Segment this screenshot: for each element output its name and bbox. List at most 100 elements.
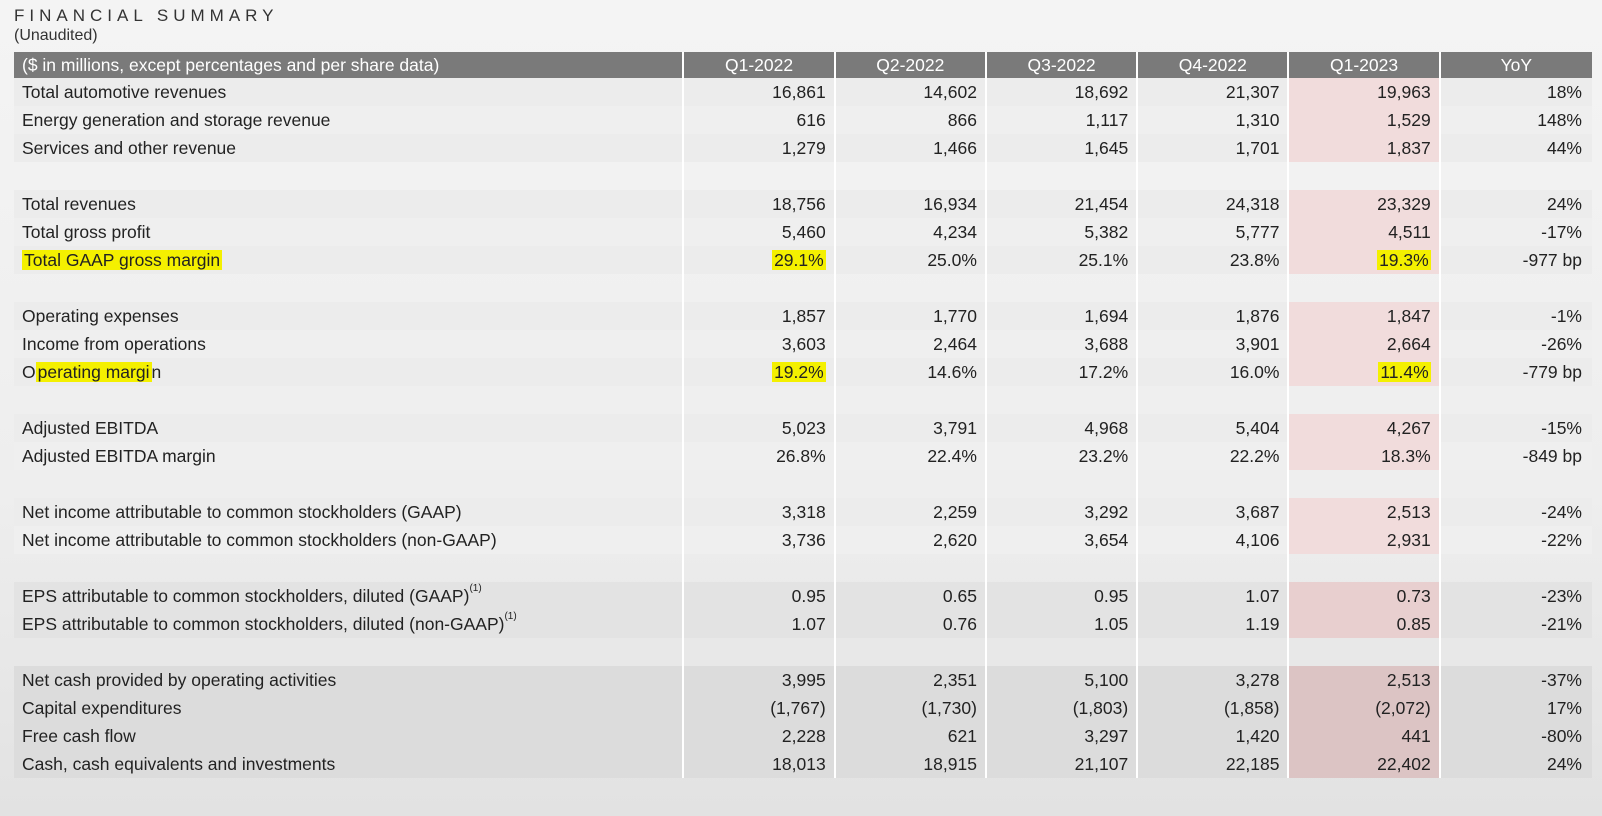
table-row: EPS attributable to common stockholders,… — [14, 610, 1592, 638]
cell: 3,297 — [986, 722, 1139, 750]
cell: 5,382 — [986, 218, 1139, 246]
cell: 1,310 — [1138, 106, 1290, 134]
spacer-row — [14, 470, 1592, 498]
cell-yoy: -21% — [1440, 610, 1592, 638]
table-row: Total automotive revenues 16,861 14,602 … — [14, 78, 1592, 106]
cell-yoy: 24% — [1440, 190, 1592, 218]
table-row: Total revenues 18,756 16,934 21,454 24,3… — [14, 190, 1592, 218]
cell: 0.65 — [835, 582, 987, 610]
highlighted-value: 19.2% — [772, 361, 826, 382]
table-row: Income from operations 3,603 2,464 3,688… — [14, 330, 1592, 358]
footnote-marker: (1) — [504, 610, 517, 622]
cell: 18,756 — [684, 190, 836, 218]
table-row: Energy generation and storage revenue 61… — [14, 106, 1592, 134]
cell: 3,318 — [684, 498, 836, 526]
cell: 4,267 — [1289, 414, 1441, 442]
cell-yoy: 24% — [1440, 750, 1592, 778]
cell: 22,185 — [1138, 750, 1290, 778]
row-label: Net cash provided by operating activitie… — [14, 666, 685, 694]
cell: 11.4% — [1289, 358, 1441, 386]
cell: 25.1% — [986, 246, 1139, 274]
header-q1-2023: Q1-2023 — [1289, 52, 1441, 78]
cell: 14.6% — [835, 358, 987, 386]
cell: 1,466 — [835, 134, 987, 162]
cell: 16,934 — [835, 190, 987, 218]
cell: 1,876 — [1138, 302, 1290, 330]
cell: 1,701 — [1138, 134, 1290, 162]
cell: (1,730) — [835, 694, 987, 722]
header-label: ($ in millions, except percentages and p… — [14, 52, 685, 78]
cell: 24,318 — [1138, 190, 1290, 218]
table-row: Net income attributable to common stockh… — [14, 498, 1592, 526]
cell: 2,664 — [1289, 330, 1441, 358]
cell: 18.3% — [1289, 442, 1441, 470]
cell-yoy: -1% — [1440, 302, 1592, 330]
cell: 23.2% — [986, 442, 1139, 470]
cell: 3,292 — [986, 498, 1139, 526]
cell: 0.73 — [1289, 582, 1441, 610]
cell: 14,602 — [835, 78, 987, 106]
cell: 19.3% — [1289, 246, 1441, 274]
cell: (1,803) — [986, 694, 1139, 722]
table-row: Free cash flow 2,228 621 3,297 1,420 441… — [14, 722, 1592, 750]
row-label: Adjusted EBITDA — [14, 414, 685, 442]
row-label: Total GAAP gross margin — [14, 246, 685, 274]
cell: 0.85 — [1289, 610, 1441, 638]
table-row: Net cash provided by operating activitie… — [14, 666, 1592, 694]
row-label: Total revenues — [14, 190, 685, 218]
row-label: Cash, cash equivalents and investments — [14, 750, 685, 778]
cell: 1,857 — [684, 302, 836, 330]
cell-yoy: -779 bp — [1440, 358, 1592, 386]
cell: 16,861 — [684, 78, 836, 106]
cell: 3,654 — [986, 526, 1139, 554]
row-label: Operating expenses — [14, 302, 685, 330]
cell: 1,279 — [684, 134, 836, 162]
page-title: FINANCIAL SUMMARY — [14, 6, 279, 25]
row-label: Services and other revenue — [14, 134, 685, 162]
cell-yoy: -17% — [1440, 218, 1592, 246]
cell-yoy: -22% — [1440, 526, 1592, 554]
cell: 616 — [684, 106, 836, 134]
cell-yoy: -24% — [1440, 498, 1592, 526]
row-label: Net income attributable to common stockh… — [14, 498, 685, 526]
cell-yoy: 148% — [1440, 106, 1592, 134]
cell: 1.19 — [1138, 610, 1290, 638]
cell: (2,072) — [1289, 694, 1441, 722]
row-label: Total automotive revenues — [14, 78, 685, 106]
label-part: n — [151, 361, 162, 382]
row-label: Capital expenditures — [14, 694, 685, 722]
table-row: Total GAAP gross margin 29.1% 25.0% 25.1… — [14, 246, 1592, 274]
cell-yoy: 44% — [1440, 134, 1592, 162]
table-header-row: ($ in millions, except percentages and p… — [14, 52, 1592, 78]
spacer-row — [14, 162, 1592, 190]
cell: 1,694 — [986, 302, 1139, 330]
highlighted-value: 29.1% — [772, 249, 826, 270]
cell: 23.8% — [1138, 246, 1290, 274]
spacer-row — [14, 638, 1592, 666]
cell: 19.2% — [684, 358, 836, 386]
cell: 1.07 — [684, 610, 836, 638]
cell: 17.2% — [986, 358, 1139, 386]
label-text: EPS attributable to common stockholders,… — [22, 585, 470, 606]
cell: 19,963 — [1289, 78, 1441, 106]
cell: 3,791 — [835, 414, 987, 442]
cell: 16.0% — [1138, 358, 1290, 386]
cell: 22.2% — [1138, 442, 1290, 470]
cell: 1,847 — [1289, 302, 1441, 330]
row-label: Net income attributable to common stockh… — [14, 526, 685, 554]
cell: 0.95 — [986, 582, 1139, 610]
cell: 5,777 — [1138, 218, 1290, 246]
cell: 22.4% — [835, 442, 987, 470]
financial-summary-table: ($ in millions, except percentages and p… — [14, 52, 1592, 778]
cell: 1.05 — [986, 610, 1139, 638]
cell: 2,464 — [835, 330, 987, 358]
cell: 2,513 — [1289, 498, 1441, 526]
spacer-row — [14, 274, 1592, 302]
cell: 0.76 — [835, 610, 987, 638]
highlighted-label: perating margi — [35, 361, 152, 382]
cell: 1.07 — [1138, 582, 1290, 610]
table-row: Total gross profit 5,460 4,234 5,382 5,7… — [14, 218, 1592, 246]
table-row: Net income attributable to common stockh… — [14, 526, 1592, 554]
highlighted-value: 19.3% — [1377, 249, 1431, 270]
